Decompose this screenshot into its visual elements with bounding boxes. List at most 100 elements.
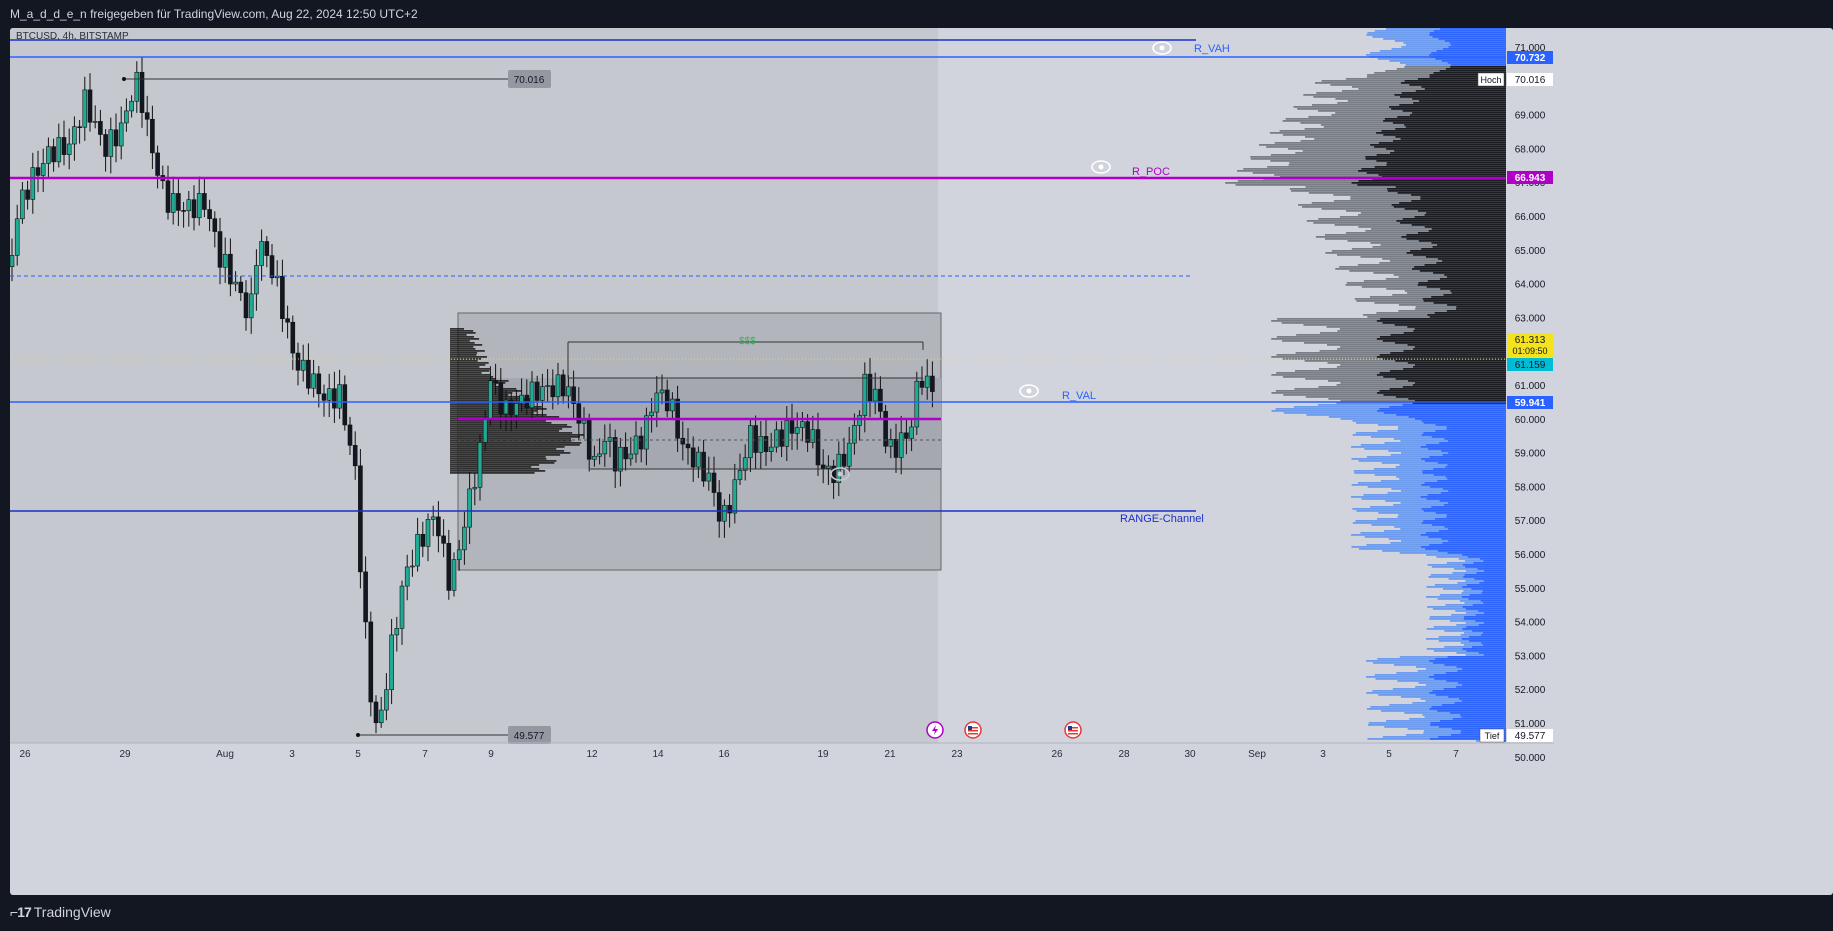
volume-profile-core	[1438, 530, 1506, 532]
candle-body	[592, 455, 597, 460]
candle-body	[61, 137, 67, 155]
range-profile-bar	[450, 410, 538, 412]
candle-body	[789, 420, 795, 434]
volume-profile-core	[1424, 226, 1506, 228]
volume-profile-core	[1462, 606, 1506, 608]
candle-body	[254, 265, 259, 295]
volume-profile-core	[1440, 288, 1506, 290]
volume-profile-core	[1463, 618, 1506, 620]
volume-profile-core	[1417, 210, 1506, 212]
candle-body	[410, 565, 415, 568]
lightning-event-icon[interactable]	[926, 721, 944, 739]
candle-body	[300, 359, 306, 371]
volume-profile-core	[1446, 426, 1506, 428]
candle-body	[425, 519, 431, 547]
candle-body	[394, 628, 400, 636]
volume-profile-core	[1447, 464, 1506, 466]
volume-profile-core	[1428, 536, 1506, 538]
volume-profile-core	[1437, 550, 1506, 552]
candle-body	[108, 129, 114, 157]
range-profile-bar	[450, 330, 474, 332]
volume-profile-core	[1442, 542, 1506, 544]
volume-profile-core	[1436, 50, 1506, 52]
candle-body	[618, 446, 623, 472]
candle-body	[462, 526, 467, 551]
volume-profile-core	[1431, 296, 1506, 298]
price-axis[interactable]: 71.00070.00069.00068.00067.00066.00065.0…	[1477, 28, 1554, 764]
time-axis[interactable]: 26 29 Aug 3 5 7 9 12 14 16 19 21 23 26 28 30 Sep 3 5 7	[10, 742, 1554, 760]
volume-profile-core	[1462, 638, 1506, 640]
volume-profile-core	[1383, 394, 1506, 396]
price-tick-label: 55.000	[1515, 584, 1546, 595]
volume-profile-core	[1478, 652, 1506, 654]
candle-body	[529, 381, 535, 409]
us-flag-event-icon[interactable]	[1064, 721, 1082, 739]
val-price-tag: 59.941	[1515, 398, 1546, 409]
volume-profile-core	[1450, 44, 1506, 46]
volume-profile-core	[1379, 408, 1506, 410]
volume-profile-core	[1443, 294, 1506, 296]
volume-profile-core	[1482, 644, 1506, 646]
candle-body	[378, 709, 384, 724]
candle-body	[545, 385, 550, 387]
candle-body	[727, 504, 732, 514]
high-price-label: 70.016	[514, 75, 545, 86]
eye-icon[interactable]	[830, 467, 850, 481]
volume-profile-core	[1351, 182, 1506, 184]
volume-profile-core	[1402, 386, 1506, 388]
tradingview-logo[interactable]: ⌐17 TradingView	[10, 904, 111, 920]
eye-icon[interactable]	[1152, 41, 1172, 55]
range-profile-bar	[450, 446, 565, 448]
eye-icon[interactable]	[1019, 384, 1039, 398]
candle-body	[404, 566, 410, 587]
time-tick-label: 16	[718, 749, 730, 760]
volume-profile-core	[1412, 384, 1506, 386]
candle-body	[269, 255, 275, 279]
range-profile-bar	[450, 340, 470, 342]
chart-canvas[interactable]: BTCUSD, 4h, BITSTAMP 70.016 49.577 R_VAH…	[10, 28, 1833, 895]
volume-profile-core	[1461, 668, 1506, 670]
candle-body	[633, 435, 639, 455]
range-profile-bar	[450, 392, 513, 394]
range-profile-bar	[450, 396, 522, 398]
eye-icon[interactable]	[1091, 160, 1111, 174]
volume-profile-core	[1423, 510, 1506, 512]
volume-profile-core	[1422, 298, 1506, 300]
volume-profile-core	[1403, 368, 1506, 370]
candle-body	[248, 293, 254, 319]
candle-body	[415, 533, 420, 567]
time-tick-label: 26	[1051, 749, 1063, 760]
volume-profile-core	[1448, 540, 1506, 542]
candle-body	[113, 129, 119, 147]
volume-profile-core	[1429, 456, 1506, 458]
volume-profile-core	[1413, 102, 1506, 104]
volume-profile-core	[1462, 564, 1506, 566]
volume-profile-core	[1435, 424, 1506, 426]
range-profile-bar	[450, 456, 546, 458]
candle-body	[805, 421, 810, 443]
time-tick-label: 5	[355, 749, 361, 760]
candle-body	[909, 426, 914, 439]
volume-profile-core	[1434, 678, 1506, 680]
range-profile-bar	[450, 434, 585, 436]
volume-profile-core	[1358, 170, 1506, 172]
volume-profile-core	[1389, 406, 1506, 408]
volume-profile-core	[1405, 126, 1506, 128]
volume-profile-core	[1482, 632, 1506, 634]
volume-profile-core	[1420, 196, 1506, 198]
us-flag-event-icon[interactable]	[964, 721, 982, 739]
time-tick-label: Aug	[216, 749, 234, 760]
volume-profile-core	[1377, 410, 1506, 412]
range-profile-bar	[450, 450, 565, 452]
time-tick-label: 9	[488, 749, 494, 760]
range-profile-bar	[450, 368, 490, 370]
volume-profile-core	[1451, 728, 1506, 730]
volume-profile-core	[1387, 188, 1506, 190]
volume-profile-core	[1429, 76, 1506, 78]
range-profile-bar	[450, 420, 546, 422]
volume-profile-core	[1397, 116, 1506, 118]
chart-area[interactable]: BTCUSD, 4h, BITSTAMP 70.016 49.577 R_VAH…	[10, 28, 1833, 895]
candle-body	[451, 559, 457, 591]
time-tick-label: 26	[19, 749, 31, 760]
volume-profile-core	[1421, 434, 1506, 436]
